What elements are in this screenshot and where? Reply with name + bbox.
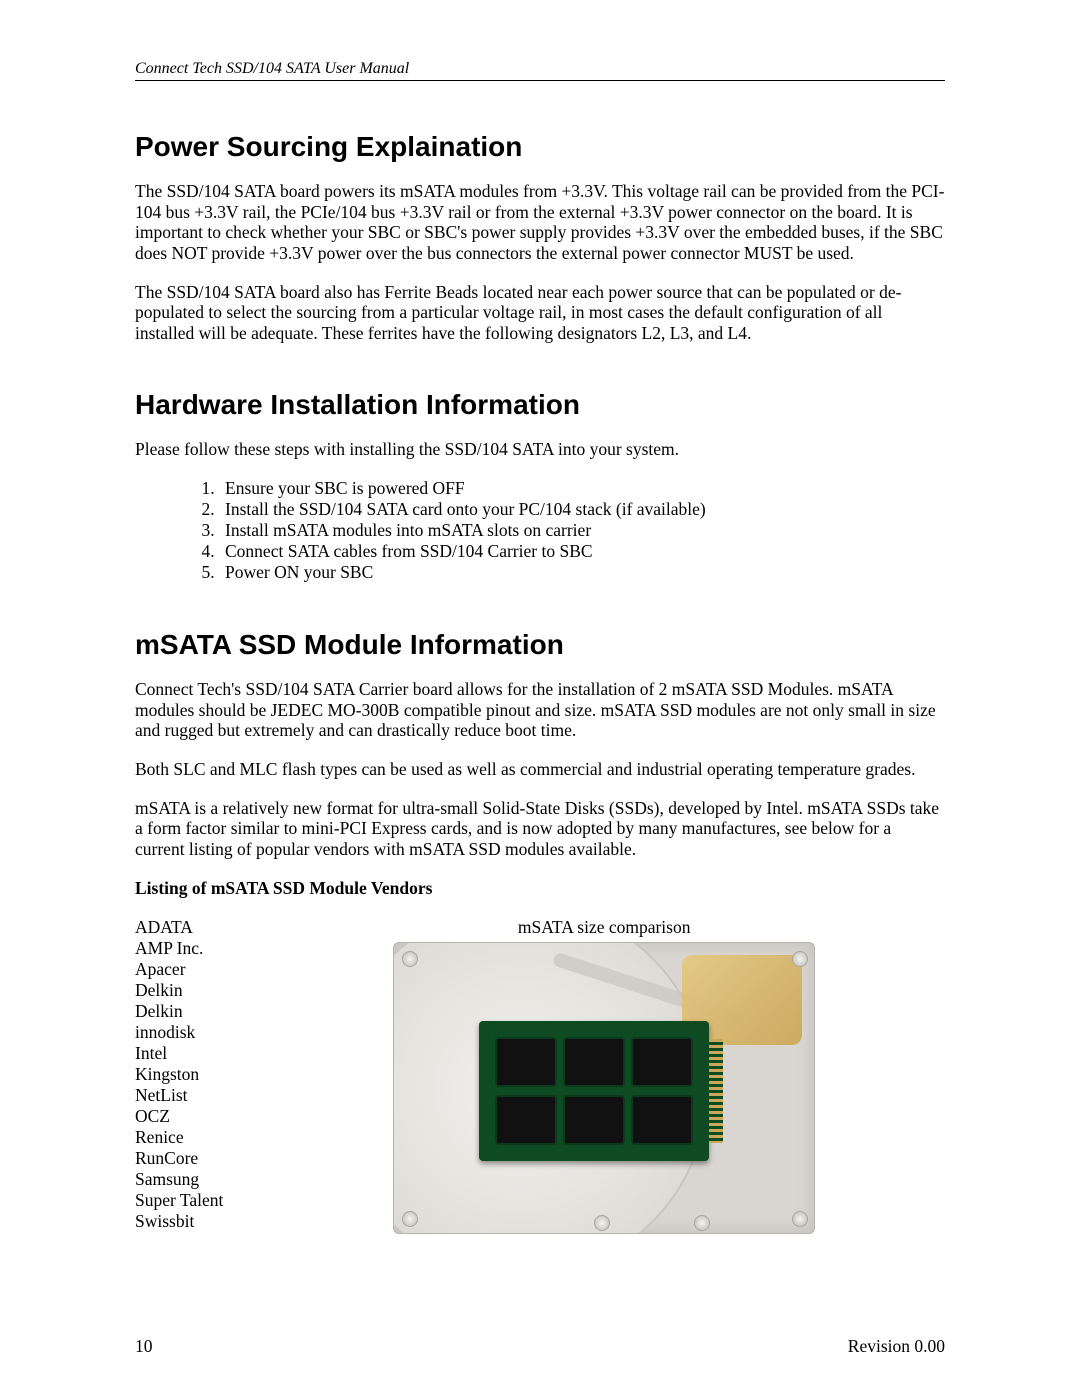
para-msata-2: Both SLC and MLC flash types can be used… xyxy=(135,759,945,780)
screw-icon xyxy=(694,1215,710,1231)
heading-power-sourcing: Power Sourcing Explaination xyxy=(135,131,945,163)
vendor-item: AMP Inc. xyxy=(135,938,223,959)
vendor-item: Samsung xyxy=(135,1169,223,1190)
vendor-item: Super Talent xyxy=(135,1190,223,1211)
list-item: Power ON your SBC xyxy=(219,562,945,583)
vendor-item: Renice xyxy=(135,1127,223,1148)
heading-msata-info: mSATA SSD Module Information xyxy=(135,629,945,661)
vendor-list: ADATAAMP Inc.ApacerDelkinDelkininnodiskI… xyxy=(135,917,223,1232)
para-power-2: The SSD/104 SATA board also has Ferrite … xyxy=(135,282,945,344)
vendor-item: OCZ xyxy=(135,1106,223,1127)
para-msata-3: mSATA is a relatively new format for ult… xyxy=(135,798,945,860)
vendor-item: Intel xyxy=(135,1043,223,1064)
flash-chip-icon xyxy=(633,1097,691,1143)
page-number: 10 xyxy=(135,1336,153,1357)
msata-module-icon xyxy=(479,1021,709,1161)
screw-icon xyxy=(402,1211,418,1227)
subheading-vendors: Listing of mSATA SSD Module Vendors xyxy=(135,878,945,899)
install-steps-list: Ensure your SBC is powered OFF Install t… xyxy=(135,478,945,583)
list-item: Ensure your SBC is powered OFF xyxy=(219,478,945,499)
flash-chip-icon xyxy=(565,1097,623,1143)
running-header: Connect Tech SSD/104 SATA User Manual xyxy=(135,60,945,81)
figure-caption: mSATA size comparison xyxy=(263,917,945,938)
page-footer: 10 Revision 0.00 xyxy=(135,1336,945,1357)
screw-icon xyxy=(792,1211,808,1227)
vendor-item: RunCore xyxy=(135,1148,223,1169)
vendor-item: Delkin xyxy=(135,1001,223,1022)
heading-hardware-install: Hardware Installation Information xyxy=(135,389,945,421)
vendor-item: Swissbit xyxy=(135,1211,223,1232)
revision-label: Revision 0.00 xyxy=(848,1336,945,1357)
screw-icon xyxy=(792,951,808,967)
vendor-item: ADATA xyxy=(135,917,223,938)
screw-icon xyxy=(402,951,418,967)
vendor-item: innodisk xyxy=(135,1022,223,1043)
list-item: Connect SATA cables from SSD/104 Carrier… xyxy=(219,541,945,562)
flash-chip-icon xyxy=(565,1039,623,1085)
screw-icon xyxy=(594,1215,610,1231)
para-power-1: The SSD/104 SATA board powers its mSATA … xyxy=(135,181,945,264)
document-page: Connect Tech SSD/104 SATA User Manual Po… xyxy=(0,0,1080,1397)
list-item: Install the SSD/104 SATA card onto your … xyxy=(219,499,945,520)
vendor-item: Delkin xyxy=(135,980,223,1001)
flash-chip-icon xyxy=(497,1039,555,1085)
hdd-illustration xyxy=(393,942,815,1234)
para-install-intro: Please follow these steps with installin… xyxy=(135,439,945,460)
vendor-item: NetList xyxy=(135,1085,223,1106)
flash-chip-icon xyxy=(633,1039,691,1085)
list-item: Install mSATA modules into mSATA slots o… xyxy=(219,520,945,541)
para-msata-1: Connect Tech's SSD/104 SATA Carrier boar… xyxy=(135,679,945,741)
flash-chip-icon xyxy=(497,1097,555,1143)
vendor-item: Kingston xyxy=(135,1064,223,1085)
vendor-item: Apacer xyxy=(135,959,223,980)
